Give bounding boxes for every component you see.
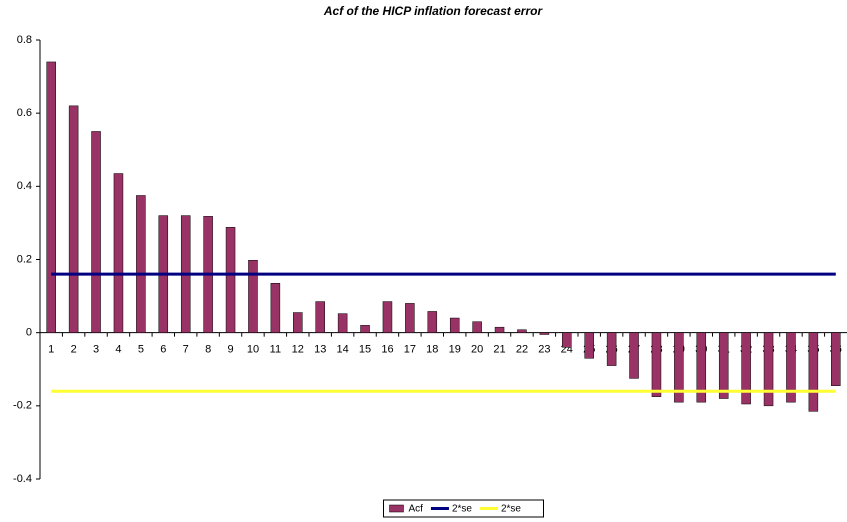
bar [337,313,348,333]
bar [696,332,707,403]
x-tick-label: 21 [493,344,505,356]
x-tick-label: 18 [426,344,438,356]
y-tick-label: -0.2 [13,400,32,412]
bar [741,332,751,405]
bar [786,332,796,403]
bar [539,332,550,335]
legend-label: 2*se [452,504,472,515]
bar [248,259,258,333]
y-tick-label: 0 [26,327,32,339]
bar [315,301,325,333]
x-tick-label: 20 [471,344,483,356]
bar [405,303,415,333]
bar [606,332,617,366]
bar [718,332,729,399]
legend-box [383,499,544,518]
x-tick-label: 9 [227,344,233,356]
bar [472,321,482,333]
x-tick-label: 15 [359,344,371,356]
bar [68,105,79,333]
x-tick-label: 16 [381,344,393,356]
x-tick-label: 19 [449,344,461,356]
bar [449,317,460,333]
bar [584,332,594,359]
chart-title: Acf of the HICP inflation forecast error [323,4,544,18]
x-tick-label: 7 [183,344,189,356]
x-tick-label: 5 [138,344,144,356]
bar [674,332,684,403]
y-tick-label: 0.6 [17,107,32,119]
x-tick-label: 22 [516,344,528,356]
x-tick-label: 11 [270,344,281,356]
x-tick-label: 4 [115,344,121,356]
bar [763,332,774,407]
x-tick-label: 23 [538,344,550,356]
x-tick-label: 1 [48,344,54,356]
bar [113,173,124,333]
bar [629,332,639,379]
bar [808,332,819,412]
x-tick-label: 6 [160,344,166,356]
x-tick-label: 17 [404,344,416,356]
bar [494,326,505,333]
bar [46,61,56,333]
bar [382,301,393,333]
x-tick-label: 14 [337,344,349,356]
bar [270,283,281,333]
x-tick-label: 2 [71,344,77,356]
y-tick-label: 0.4 [17,180,32,192]
legend: Acf 2*se 2*se [383,499,544,518]
legend-label: Acf [409,504,424,515]
bar [427,311,438,333]
y-tick-label: -0.4 [13,473,32,485]
x-tick-label: 3 [93,344,99,356]
bar [293,312,303,333]
legend-swatch [389,504,404,513]
y-tick-label: 0.8 [17,34,32,46]
bar [360,325,370,333]
legend-label: 2*se [501,504,521,515]
bar [651,332,662,397]
bar [225,227,236,333]
x-tick-label: 12 [292,344,304,356]
y-tick-label: 0.2 [17,253,32,265]
x-tick-label: 13 [314,344,326,356]
x-tick-label: 8 [205,344,211,356]
bar [831,332,841,386]
bar [517,329,527,333]
bar [136,195,146,333]
x-tick-label: 10 [247,344,259,356]
bar [562,332,572,348]
bar [91,131,101,333]
